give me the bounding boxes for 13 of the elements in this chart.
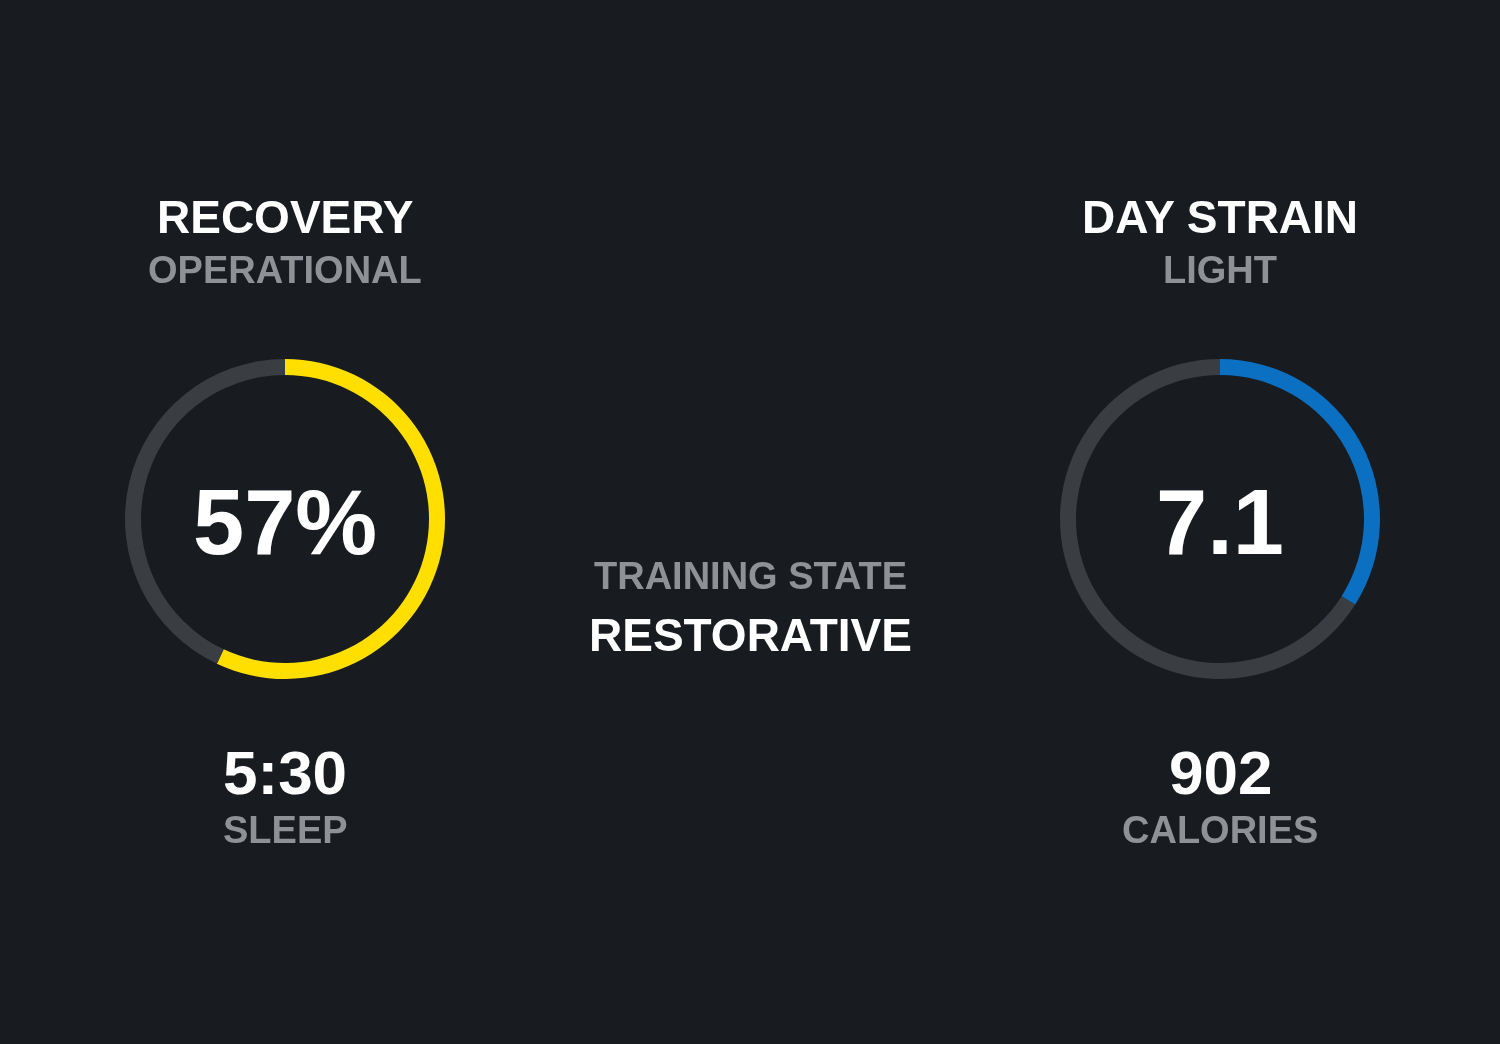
text: 902 bbox=[1169, 738, 1273, 807]
text: TRAINING STATE bbox=[594, 555, 908, 597]
chart-subtitle: LIGHT bbox=[1163, 249, 1277, 291]
chart-subtitle: OPERATIONAL bbox=[148, 249, 422, 291]
chart-title: RECOVERY bbox=[157, 191, 414, 243]
text: 7.1 bbox=[1156, 471, 1284, 573]
chart-title: DAY STRAIN bbox=[1082, 191, 1359, 243]
text: 57% bbox=[193, 471, 378, 573]
text: CALORIES bbox=[1122, 809, 1319, 851]
text: SLEEP bbox=[223, 809, 348, 851]
text: RESTORATIVE bbox=[589, 609, 912, 661]
text: 5:30 bbox=[223, 738, 348, 807]
donut-slice bbox=[1060, 359, 1356, 679]
